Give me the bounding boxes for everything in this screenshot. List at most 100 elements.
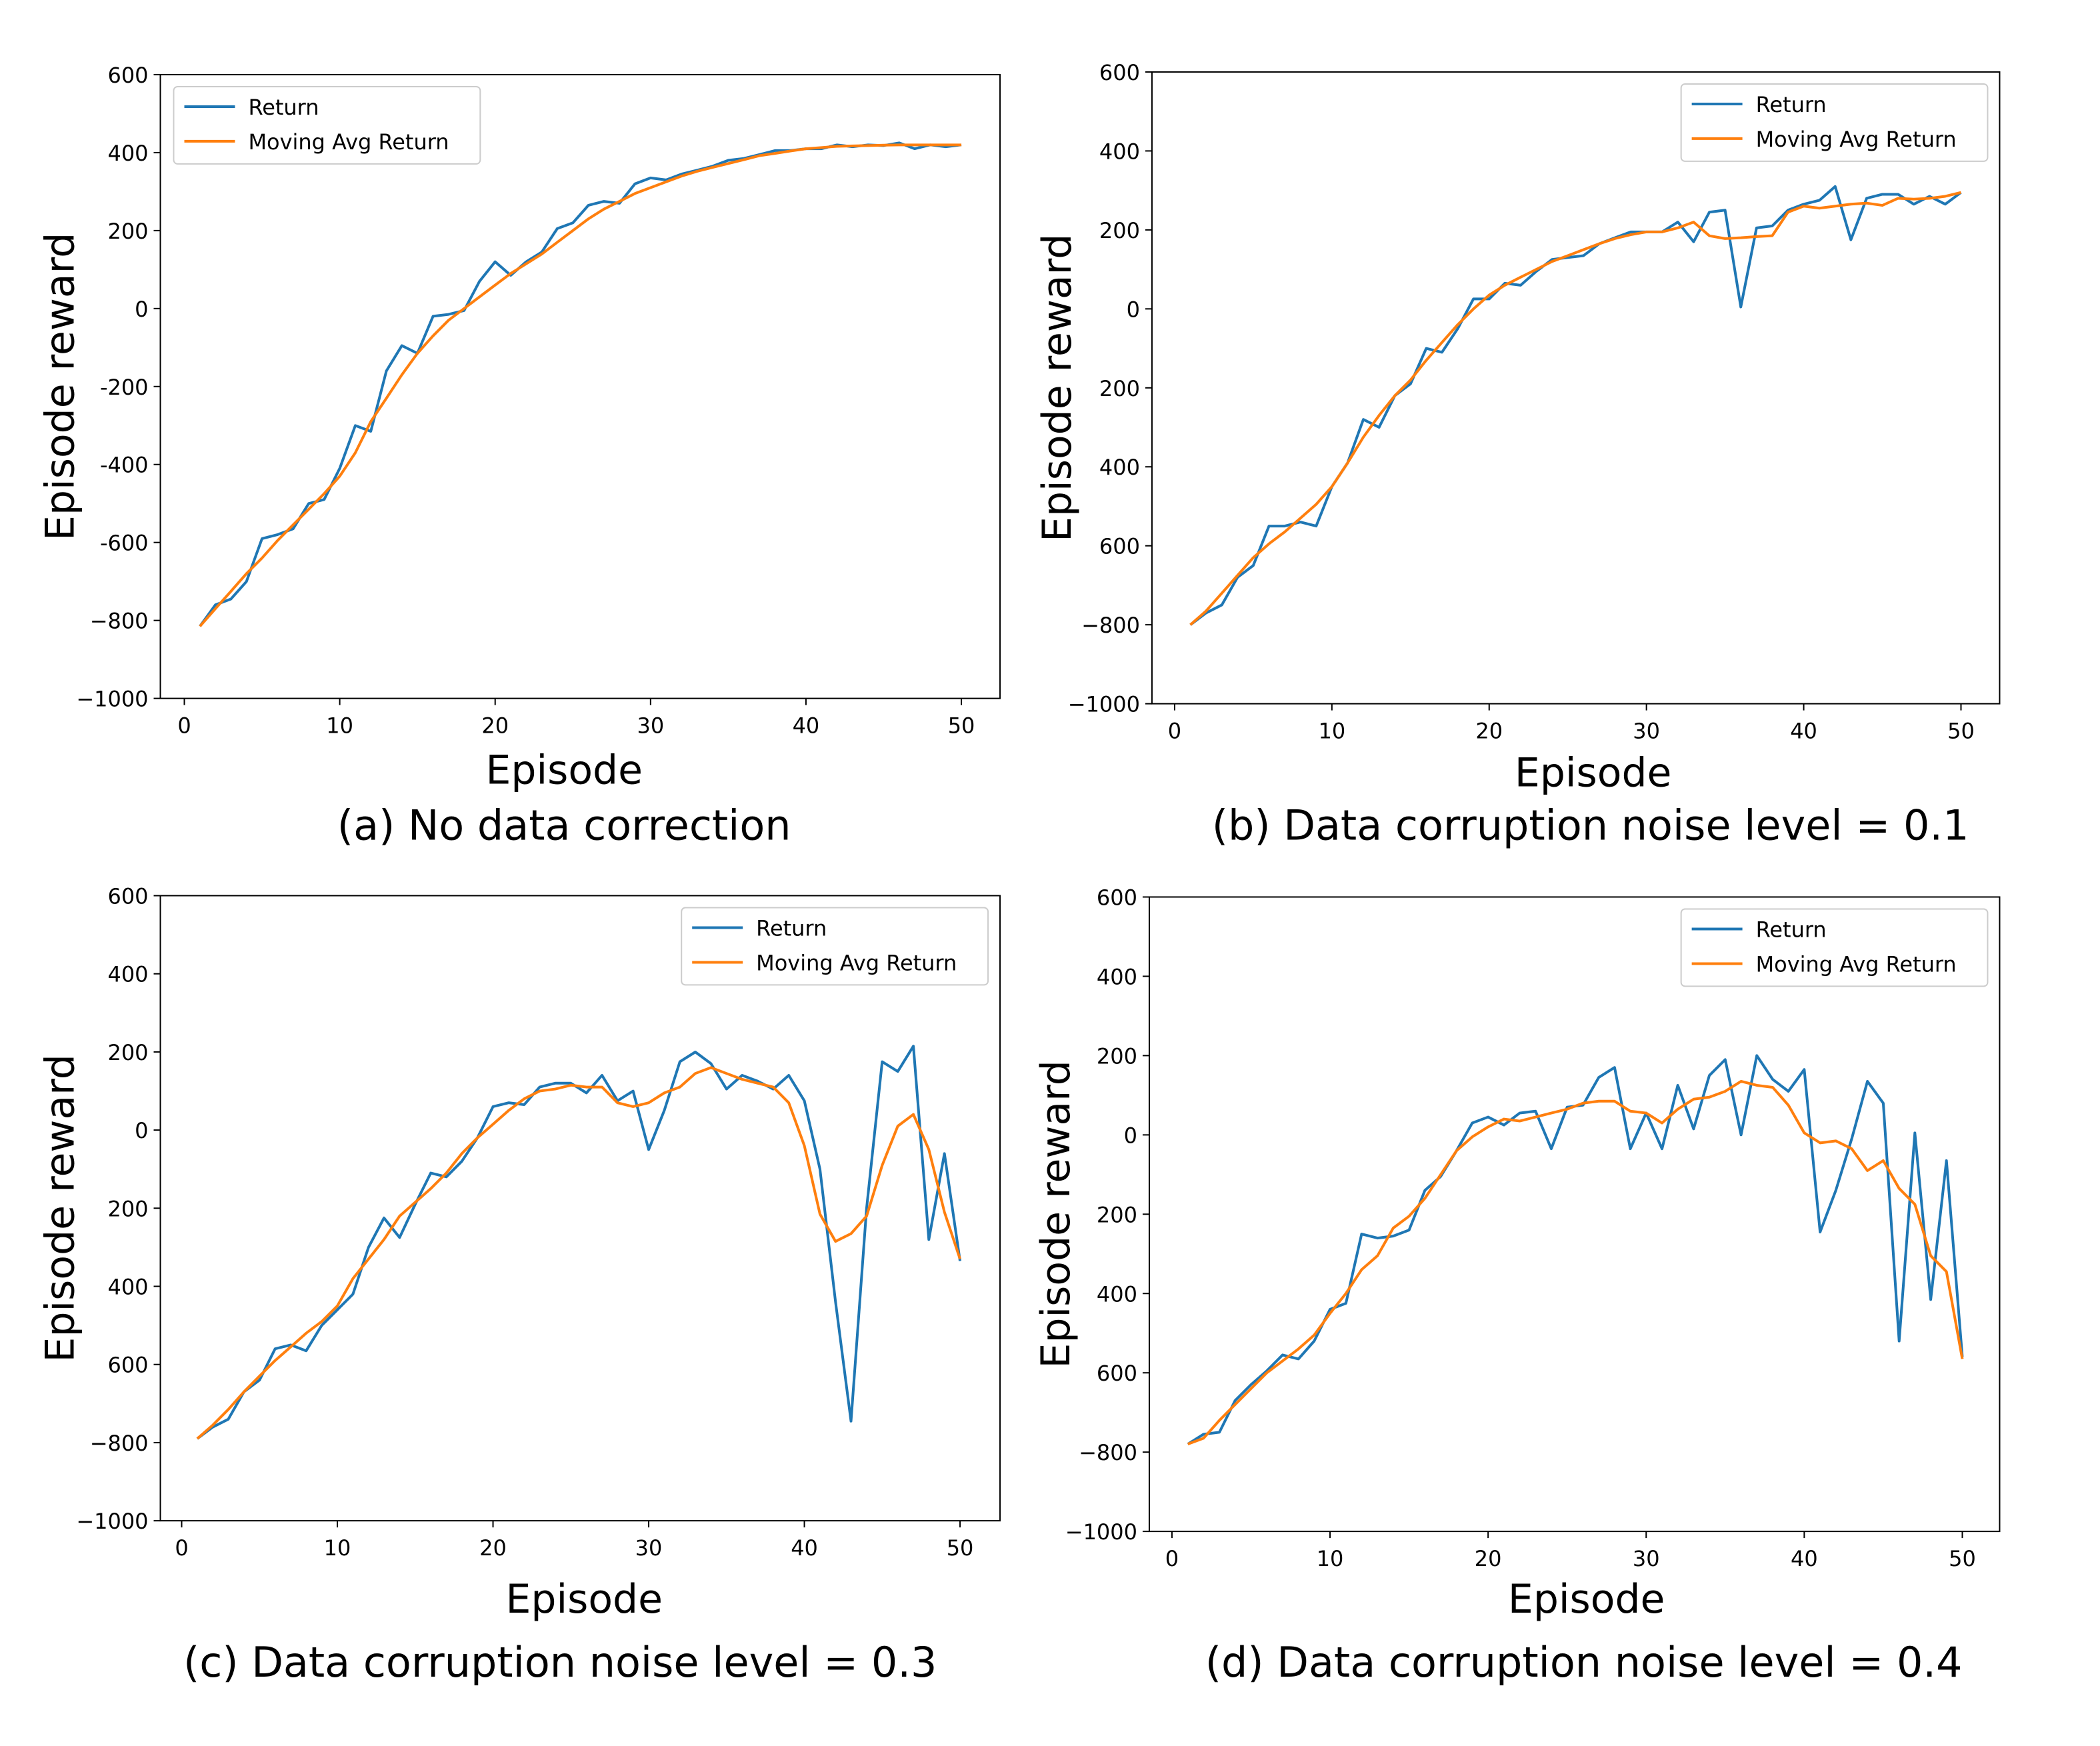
x-axis-label: Episode [506,1576,663,1623]
subplot-caption: (c) Data corruption noise level = 0.3 [183,1638,937,1687]
y-tick-label: −800 [90,609,149,634]
y-tick-label: 600 [107,63,148,88]
y-tick-label: 400 [107,962,148,987]
return-line [196,1045,962,1440]
plot-area [1151,71,2001,705]
y-tick-label: −800 [1079,1440,1137,1465]
legend: Return Moving Avg Return [681,907,989,986]
x-tick-label: 0 [177,713,191,739]
y-axis-label: Episode reward [1033,1060,1079,1368]
moving-avg-line [199,143,962,627]
x-tick-label: 10 [324,1535,351,1561]
legend-label: Moving Avg Return [1756,127,1957,152]
subplot-caption: (a) No data correction [337,801,791,850]
x-tick-label: 0 [1168,719,1181,744]
x-tick-label: 50 [1949,1546,1976,1571]
y-tick-label: 400 [1097,964,1137,989]
y-tick-label: 0 [135,297,148,322]
x-tick-label: 20 [1475,719,1503,744]
x-tick-label: 40 [1790,719,1817,744]
x-tick-label: 50 [1947,719,1975,744]
legend-label: Return [248,95,319,120]
plot-area [1148,896,2001,1533]
y-tick-label: −1000 [76,687,148,712]
legend-label: Moving Avg Return [248,129,449,155]
plot-area [159,73,1001,699]
y-tick-label: 0 [1124,1123,1137,1148]
x-axis-label: Episode [486,747,643,794]
x-tick-label: 0 [175,1535,188,1561]
legend-label: Return [1756,917,1827,942]
x-tick-label: 30 [1633,719,1660,744]
x-tick-label: 30 [1633,1546,1660,1571]
subplot-caption: (d) Data corruption noise level = 0.4 [1205,1638,1963,1687]
y-tick-label: 400 [107,141,148,166]
y-tick-label: −800 [1081,613,1140,638]
y-tick-label: 600 [107,883,148,909]
y-tick-label: 600 [1099,60,1140,85]
moving-avg-line [1187,1079,1964,1446]
legend-label: Moving Avg Return [756,950,957,975]
moving-avg-line [1189,191,1961,626]
y-axis-label: Episode reward [1034,234,1081,542]
y-tick-label: −1000 [1065,1519,1137,1545]
y-tick-label: 600 [107,1353,148,1378]
y-tick-label: 400 [1099,455,1140,480]
y-axis-label: Episode reward [37,233,84,541]
y-tick-label: 400 [1097,1281,1137,1307]
y-tick-label: 0 [135,1118,148,1143]
y-tick-label: 400 [1099,139,1140,164]
y-tick-label: -600 [100,531,149,556]
subplot-caption: (b) Data corruption noise level = 0.1 [1212,801,1969,850]
x-tick-label: 20 [1475,1546,1502,1571]
y-tick-label: 600 [1097,1361,1137,1386]
legend: Return Moving Avg Return [173,85,481,165]
y-tick-label: 200 [1099,218,1140,243]
y-tick-label: 400 [107,1275,148,1300]
y-tick-label: -200 [100,375,149,400]
y-axis-label: Episode reward [37,1054,84,1362]
x-tick-label: 20 [481,713,509,739]
legend: Return Moving Avg Return [1680,908,1989,987]
chart-panel-a: 0 10 20 30 40 50 600 400 200 0 -200 -400 -600 −800 −10… [37,63,1001,850]
y-tick-label: 200 [107,1040,148,1065]
legend-label: Return [1756,92,1827,117]
legend-box [681,907,989,986]
moving-avg-line [196,1066,961,1440]
y-tick-label: 600 [1097,885,1137,910]
x-tick-label: 40 [791,1535,818,1561]
y-tick-label: 200 [107,219,148,244]
x-axis-label: Episode [1508,1576,1665,1623]
chart-panel-c: 0 10 20 30 40 50 600 400 200 0 200 400 600 −800 −1000 R… [37,883,1001,1687]
y-tick-label: 0 [1127,297,1140,322]
x-tick-label: 50 [948,713,975,739]
chart-panel-b: 0 10 20 30 40 50 600 400 200 0 200 400 600 −800 −1000 R… [1034,60,2001,850]
x-tick-label: 0 [1165,1546,1179,1571]
legend-box [1680,908,1989,987]
x-tick-label: 30 [635,1535,663,1561]
y-tick-label: −1000 [76,1509,148,1534]
x-tick-label: 40 [793,713,820,739]
x-tick-label: 10 [1317,1546,1344,1571]
x-tick-label: 50 [947,1535,974,1561]
chart-panel-d: 0 10 20 30 40 50 600 400 200 0 200 400 600 −800 −1000 R… [1033,885,2001,1687]
legend-label: Moving Avg Return [1756,951,1957,977]
y-tick-label: 200 [107,1196,148,1221]
plot-area [159,895,1001,1522]
return-line [1189,185,1962,626]
legend-box [1680,83,1989,162]
x-tick-label: 40 [1791,1546,1818,1571]
legend: Return Moving Avg Return [1680,83,1989,162]
y-tick-label: -400 [100,453,149,478]
y-tick-label: 200 [1097,1202,1137,1227]
y-tick-label: 200 [1097,1043,1137,1069]
x-tick-label: 10 [1318,719,1345,744]
legend-box [173,85,481,165]
x-tick-label: 30 [637,713,664,739]
x-tick-label: 10 [326,713,353,739]
x-tick-label: 20 [479,1535,507,1561]
y-tick-label: 600 [1099,534,1140,559]
y-tick-label: −1000 [1068,692,1140,717]
y-tick-label: −800 [90,1431,149,1456]
